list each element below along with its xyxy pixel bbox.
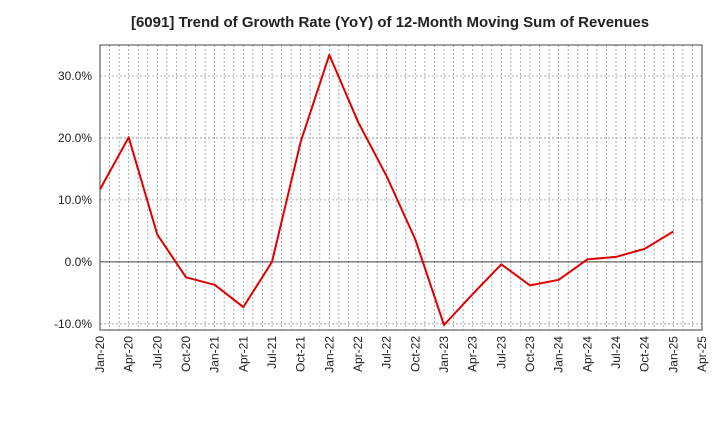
x-tick-label: Jan-21 [208, 336, 222, 373]
x-tick-label: Jul-22 [380, 336, 394, 369]
y-tick-label: 10.0% [58, 193, 92, 207]
x-tick-label: Oct-23 [523, 336, 537, 372]
x-tick-label: Jan-23 [437, 336, 451, 373]
x-tick-label: Jan-25 [666, 336, 680, 373]
x-tick-label: Oct-24 [638, 336, 652, 372]
grid [100, 45, 702, 330]
x-tick-label: Apr-22 [351, 336, 365, 372]
x-tick-label: Apr-24 [580, 336, 594, 372]
chart-title: [6091] Trend of Growth Rate (YoY) of 12-… [130, 14, 650, 31]
x-tick-label: Oct-20 [179, 336, 193, 372]
x-tick-label: Jul-21 [265, 336, 279, 369]
x-tick-label: Apr-21 [236, 336, 250, 372]
y-tick-label: -10.0% [54, 317, 92, 331]
x-tick-label: Jan-20 [93, 336, 107, 373]
x-tick-label: Apr-23 [466, 336, 480, 372]
x-tick-label: Apr-20 [122, 336, 136, 372]
y-axis: 30.0% 20.0% 10.0% 0.0% -10.0% [54, 69, 92, 331]
x-tick-label: Jul-20 [150, 336, 164, 369]
x-axis: Jan-20 Apr-20 Jul-20 Oct-20 Jan-21 Apr-21 Jul-… [93, 336, 709, 373]
x-tick-label: Oct-21 [294, 336, 308, 372]
series-layer [99, 53, 674, 326]
x-tick-label: Oct-22 [408, 336, 422, 372]
series-line [99, 53, 674, 326]
x-tick-label: Jan-22 [322, 336, 336, 373]
plot-area [99, 44, 703, 331]
x-tick-label: Jul-23 [494, 336, 508, 369]
y-tick-label: 30.0% [58, 69, 92, 83]
x-tick-label: Jan-24 [552, 336, 566, 373]
y-tick-label: 0.0% [65, 255, 93, 269]
x-tick-label: Jul-24 [609, 336, 623, 369]
y-tick-label: 20.0% [58, 131, 92, 145]
x-tick-label: Apr-25 [695, 336, 709, 372]
